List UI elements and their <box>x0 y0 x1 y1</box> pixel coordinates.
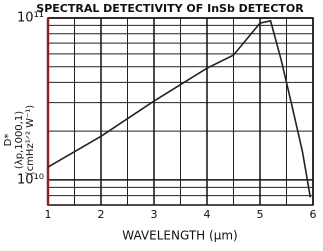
x-tick-label: 3 <box>151 208 158 221</box>
x-tick-label: 5 <box>257 208 264 221</box>
chart-title: SPECTRAL DETECTIVITY OF InSb DETECTOR <box>36 2 304 15</box>
x-tick-label: 6 <box>310 208 317 221</box>
y-axis-label: D* <box>3 134 14 147</box>
x-tick-label: 1 <box>45 208 52 221</box>
x-tick-label: 4 <box>204 208 211 221</box>
y-tick-label: 10¹⁰ <box>17 172 44 187</box>
y-axis-label: (λp,1000,1) <box>14 111 25 169</box>
y-axis-label: (cmHz¹ᐟ² W⁻¹) <box>25 105 36 176</box>
x-axis-label: WAVELENGTH (µm) <box>122 229 237 243</box>
y-tick-label: 10¹¹ <box>17 11 44 26</box>
x-tick-label: 2 <box>98 208 105 221</box>
data-line <box>47 19 312 198</box>
